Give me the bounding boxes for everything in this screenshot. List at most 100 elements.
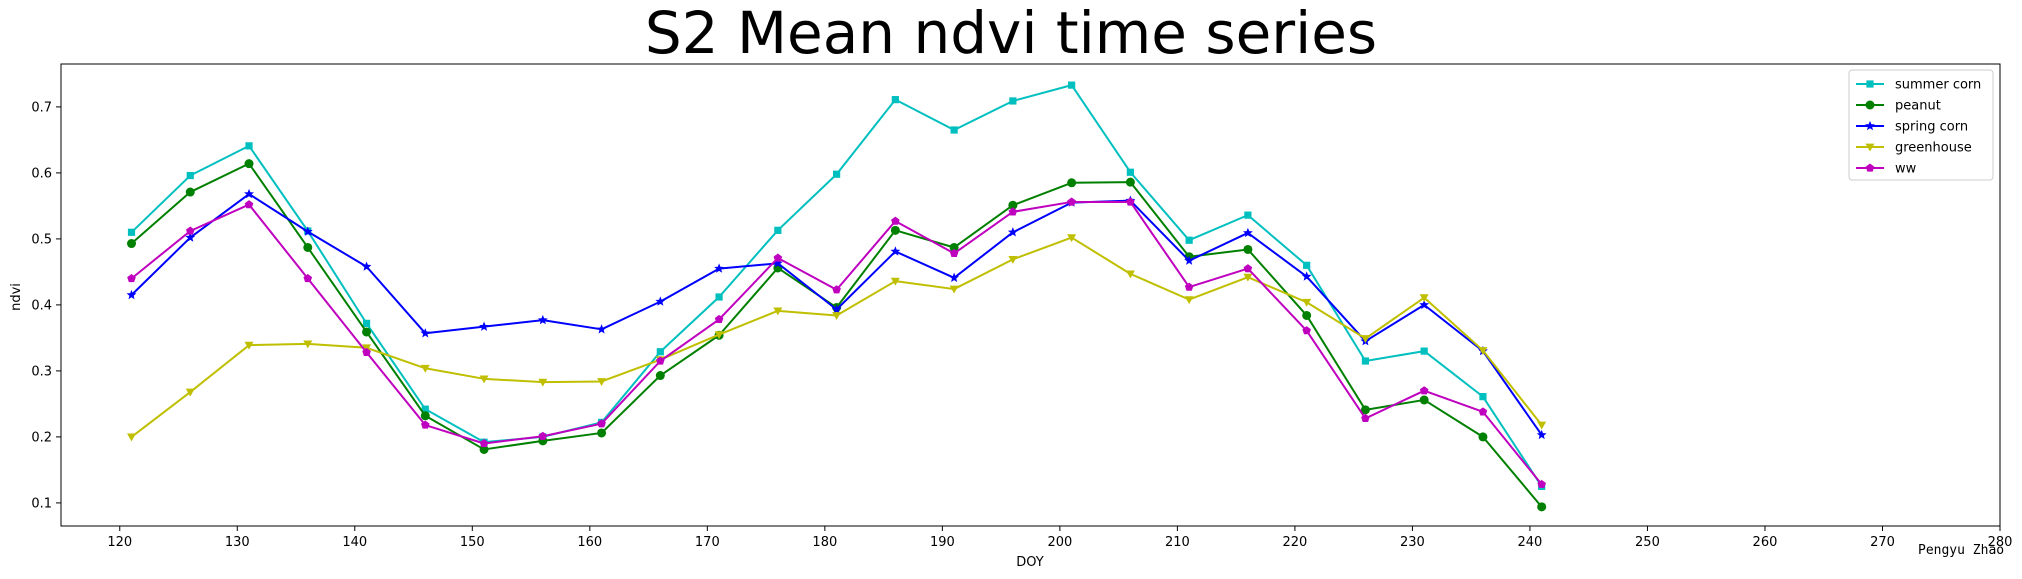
data-point	[1537, 502, 1547, 512]
data-point	[1303, 261, 1311, 269]
x-tick-label: 280	[1988, 535, 2013, 550]
data-point	[1419, 294, 1429, 303]
data-point	[1125, 177, 1135, 187]
data-point	[1184, 282, 1194, 291]
data-point	[1008, 200, 1018, 210]
data-point	[302, 226, 313, 236]
series-peanut	[127, 159, 1547, 512]
data-point	[1361, 413, 1370, 423]
data-point	[1302, 298, 1312, 307]
data-point	[1302, 326, 1311, 335]
data-point	[1536, 429, 1547, 440]
data-point	[1243, 244, 1253, 254]
data-point	[1243, 273, 1253, 282]
legend-entry: peanut	[1856, 99, 1941, 114]
axes-frame	[60, 63, 2001, 527]
data-point	[1126, 168, 1134, 176]
data-point	[1478, 407, 1488, 416]
legend-entry: spring corn	[1856, 120, 1968, 135]
legend-marker	[1866, 80, 1874, 88]
data-point	[303, 274, 313, 283]
data-point	[421, 420, 430, 429]
data-point	[126, 289, 137, 300]
data-point	[891, 96, 899, 104]
y-ticks: 0.1 0.2 0.3 0.4 0.5 0.6 0.7	[31, 100, 61, 511]
data-point	[949, 272, 960, 283]
x-ticks: 120 130 140 150 160 170 180 190 200 210 220 230 240 2…	[107, 526, 2012, 550]
series-layer	[126, 81, 1547, 512]
x-tick-label: 140	[342, 535, 367, 550]
data-point	[1419, 386, 1429, 395]
data-point	[362, 327, 372, 337]
data-point	[1479, 393, 1487, 401]
data-point	[245, 142, 253, 150]
data-point	[890, 246, 901, 256]
data-point	[890, 277, 900, 286]
data-point	[1068, 81, 1076, 89]
data-point	[1243, 264, 1253, 273]
data-point	[1185, 236, 1193, 244]
data-point	[1419, 299, 1430, 310]
series-spring-corn	[126, 188, 1547, 440]
data-point	[1067, 197, 1076, 206]
data-point	[362, 347, 371, 357]
x-tick-label: 180	[812, 535, 837, 550]
data-point	[656, 356, 665, 365]
data-point	[1242, 227, 1253, 238]
data-point	[1008, 255, 1018, 264]
data-point	[420, 364, 430, 373]
data-point	[714, 263, 725, 273]
data-point	[714, 314, 724, 324]
data-point	[1244, 211, 1252, 219]
series-greenhouse	[127, 234, 1547, 442]
y-tick-label: 0.3	[31, 364, 52, 379]
legend-entry: summer corn	[1856, 78, 1981, 93]
y-tick-label: 0.4	[31, 298, 52, 313]
x-tick-label: 210	[1165, 535, 1190, 550]
legend-entry: ww	[1856, 162, 1917, 177]
data-point	[538, 378, 548, 387]
data-point	[1008, 207, 1018, 216]
legend-marker	[1865, 100, 1875, 110]
data-point	[773, 253, 783, 262]
data-point	[185, 187, 195, 197]
y-tick-label: 0.7	[31, 100, 52, 115]
data-point	[1420, 347, 1428, 355]
y-tick-label: 0.1	[31, 496, 52, 511]
data-point	[949, 285, 959, 294]
data-point	[596, 324, 607, 334]
data-point	[361, 261, 372, 271]
legend: summer corn peanut spring corn greenhouse ww	[1848, 69, 1994, 181]
data-point	[479, 439, 489, 448]
legend-marker	[1865, 143, 1875, 152]
data-point	[655, 371, 665, 381]
data-point	[185, 232, 196, 242]
data-point	[833, 170, 841, 178]
data-point	[1478, 347, 1488, 355]
data-point	[1302, 310, 1312, 320]
data-point	[597, 419, 606, 428]
legend-box	[1848, 69, 1994, 181]
data-point	[538, 431, 548, 440]
data-point	[479, 321, 489, 331]
data-point	[832, 312, 842, 320]
data-point	[186, 171, 194, 180]
y-tick-label: 0.2	[31, 430, 52, 445]
x-tick-label: 170	[695, 535, 720, 550]
chart-title: S2 Mean ndvi time series	[644, 0, 1378, 67]
data-point	[1184, 296, 1194, 305]
legend-marker	[1865, 120, 1875, 131]
x-tick-label: 130	[225, 535, 250, 550]
data-point	[949, 242, 959, 252]
legend-label: peanut	[1895, 99, 1941, 114]
data-point	[185, 226, 195, 235]
data-point	[597, 378, 607, 386]
legend-label: spring corn	[1895, 120, 1968, 135]
x-tick-label: 120	[107, 535, 132, 550]
data-point	[655, 296, 666, 306]
legend-entry: greenhouse	[1856, 141, 1972, 156]
data-point	[597, 428, 607, 438]
y-tick-label: 0.5	[31, 232, 52, 247]
data-point	[831, 304, 842, 314]
